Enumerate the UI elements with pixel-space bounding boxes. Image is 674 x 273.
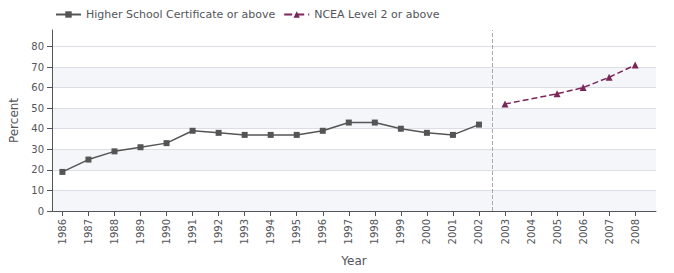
svg-text:2007: 2007 [604,219,615,244]
svg-text:1986: 1986 [57,219,68,244]
svg-text:70: 70 [31,62,44,73]
svg-text:1999: 1999 [395,219,406,244]
svg-text:10: 10 [31,185,44,196]
svg-text:1990: 1990 [161,219,172,244]
svg-text:1991: 1991 [187,219,198,244]
svg-text:60: 60 [31,82,44,93]
svg-text:1997: 1997 [343,219,354,244]
svg-text:1987: 1987 [83,219,94,244]
svg-text:1996: 1996 [317,219,328,244]
svg-text:1989: 1989 [135,219,146,244]
svg-text:2004: 2004 [526,219,537,244]
svg-text:30: 30 [31,144,44,155]
svg-text:2006: 2006 [578,219,589,244]
svg-text:1992: 1992 [213,219,224,244]
svg-text:1994: 1994 [265,219,276,244]
svg-text:1995: 1995 [291,219,302,244]
svg-text:2002: 2002 [473,219,484,244]
svg-text:Percent: Percent [7,98,21,143]
svg-text:20: 20 [31,164,44,175]
svg-text:50: 50 [31,103,44,114]
svg-text:2005: 2005 [552,219,563,244]
svg-text:Year: Year [340,254,366,268]
svg-text:1993: 1993 [239,219,250,244]
svg-text:Higher School Certificate or a: Higher School Certificate or above [86,8,275,21]
svg-text:2003: 2003 [500,219,511,244]
svg-text:1998: 1998 [369,219,380,244]
svg-text:NCEA Level 2 or above: NCEA Level 2 or above [314,8,440,21]
svg-text:2000: 2000 [421,219,432,244]
svg-text:40: 40 [31,123,44,134]
svg-text:0: 0 [38,206,44,217]
svg-text:80: 80 [31,41,44,52]
svg-text:1988: 1988 [109,219,120,244]
svg-text:2008: 2008 [630,219,641,244]
svg-text:2001: 2001 [447,219,458,244]
